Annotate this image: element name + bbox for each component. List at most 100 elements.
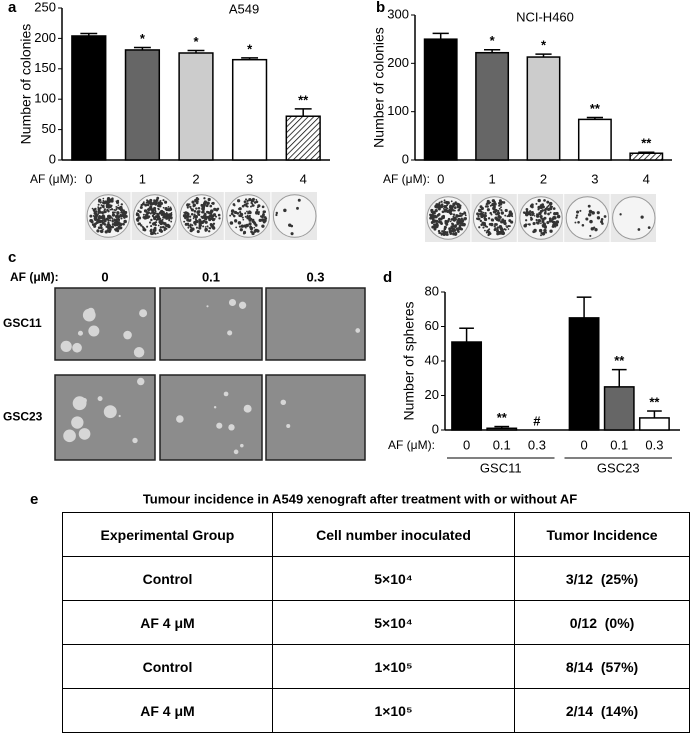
table-cell: 0/12 (0%)	[514, 600, 690, 645]
y-tick-label: 300	[387, 6, 409, 21]
colony	[261, 213, 265, 217]
panel-label: d	[383, 269, 392, 286]
sphere	[63, 429, 76, 443]
sphere	[77, 330, 83, 336]
colony	[107, 214, 111, 217]
colony	[540, 222, 542, 225]
colony	[110, 208, 114, 211]
colony	[448, 227, 452, 231]
colony	[191, 200, 195, 204]
colony	[194, 218, 197, 221]
bar	[178, 52, 214, 161]
colony	[97, 226, 101, 230]
colony	[548, 206, 553, 211]
sphere	[88, 325, 100, 337]
colony	[478, 212, 482, 216]
colony	[532, 222, 536, 226]
y-axis-label: Number of colonies	[18, 24, 34, 145]
bar	[71, 35, 107, 161]
colony	[111, 213, 116, 217]
colony	[498, 207, 501, 210]
table-cell: 1×10⁵	[271, 688, 516, 733]
colony	[552, 207, 556, 210]
colony	[537, 208, 540, 211]
colony	[159, 226, 163, 229]
colony	[111, 197, 114, 200]
colony	[99, 206, 102, 209]
colony	[297, 198, 301, 202]
colony	[204, 226, 207, 228]
colony	[108, 198, 112, 202]
colony	[445, 204, 449, 207]
colony	[236, 199, 241, 203]
colony	[461, 222, 466, 227]
colony	[152, 211, 156, 215]
table-cell: 5×10⁴	[271, 600, 516, 645]
colony	[113, 208, 116, 211]
colony	[196, 200, 199, 203]
colony	[478, 209, 481, 212]
colony	[166, 213, 169, 216]
colony	[189, 205, 192, 209]
colony	[252, 204, 255, 207]
table-cell: AF 4 μM	[62, 688, 273, 733]
colony	[189, 228, 193, 233]
colony	[99, 201, 102, 204]
bar	[568, 317, 600, 431]
colony	[107, 200, 111, 204]
x-tick-label: 0.1	[610, 437, 628, 452]
colony	[102, 197, 105, 200]
colony	[120, 223, 123, 227]
colony	[194, 214, 198, 219]
colony	[117, 226, 121, 230]
colony	[552, 216, 556, 219]
colony	[245, 204, 248, 208]
colony	[493, 200, 496, 204]
sphere	[355, 328, 361, 333]
table-cell: 2/14 (14%)	[514, 688, 690, 733]
bar	[577, 118, 612, 161]
colony	[543, 211, 547, 215]
colony	[99, 223, 103, 227]
colony	[155, 212, 158, 215]
colony	[458, 224, 462, 227]
colony	[213, 207, 217, 211]
significance-label: *	[490, 33, 496, 48]
colony	[204, 217, 208, 221]
colony	[97, 216, 101, 220]
colony	[551, 225, 555, 228]
colony	[508, 219, 512, 223]
table-row: AF 4 μM 1×10⁵ 2/14 (14%)	[62, 688, 690, 733]
colony	[443, 209, 447, 213]
colony	[163, 228, 166, 232]
colony	[187, 224, 190, 227]
y-tick-label: 80	[425, 283, 439, 298]
sphere	[139, 309, 148, 318]
colony	[487, 217, 491, 220]
colony	[438, 220, 442, 224]
colony	[539, 204, 543, 207]
colony	[575, 214, 579, 217]
colony	[275, 213, 278, 217]
colony	[552, 220, 556, 225]
colony	[115, 214, 119, 218]
colony	[186, 213, 189, 215]
colony	[433, 223, 436, 227]
colony	[122, 223, 125, 226]
x-tick-label: 4	[643, 171, 650, 186]
colony	[109, 219, 112, 222]
colony	[544, 226, 547, 229]
significance-label: **	[298, 92, 309, 107]
row-label: GSC23	[3, 410, 43, 424]
colony	[115, 205, 118, 208]
colony	[440, 200, 443, 203]
colony	[523, 223, 527, 228]
colony	[245, 223, 249, 228]
sphere	[60, 340, 72, 352]
colony	[161, 225, 165, 229]
colony	[149, 203, 153, 206]
well	[272, 194, 317, 238]
bar	[451, 341, 483, 431]
colony	[201, 205, 205, 210]
colony	[153, 206, 157, 210]
